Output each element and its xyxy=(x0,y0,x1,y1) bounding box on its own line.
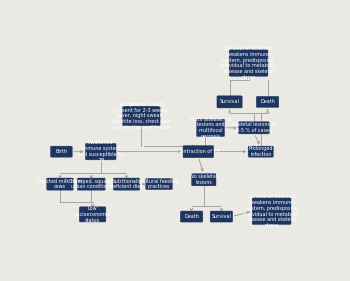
Text: Infected milk from
cows: Infected milk from cows xyxy=(37,179,83,189)
FancyBboxPatch shape xyxy=(256,96,279,107)
Text: Cramped, squalid,
urban conditions: Cramped, squalid, urban conditions xyxy=(69,179,114,189)
Text: Contraction of TB: Contraction of TB xyxy=(177,149,220,154)
FancyBboxPatch shape xyxy=(229,50,268,76)
Text: Weakened
immune system
and susceptible to
TB: Weakened immune system and susceptible t… xyxy=(78,140,123,163)
Text: Nutritionally
deficient diet: Nutritionally deficient diet xyxy=(110,179,143,189)
Text: Symptoms: Cough
present for 2-3 weeks,
fever, night sweats,
appetite loss, chest: Symptoms: Cough present for 2-3 weeks, f… xyxy=(111,102,172,130)
FancyBboxPatch shape xyxy=(191,174,216,186)
FancyBboxPatch shape xyxy=(252,198,291,225)
Text: Survival: Survival xyxy=(219,99,239,104)
FancyBboxPatch shape xyxy=(210,211,233,222)
FancyBboxPatch shape xyxy=(85,143,116,160)
Text: Low
socioeconomic
status: Low socioeconomic status xyxy=(75,206,111,223)
Text: Birth: Birth xyxy=(55,149,68,154)
FancyBboxPatch shape xyxy=(146,179,172,190)
FancyBboxPatch shape xyxy=(248,146,273,157)
FancyBboxPatch shape xyxy=(79,207,106,222)
Text: Survival of infection
weakens immune
system, predisposing
individual to metaboli: Survival of infection weakens immune sys… xyxy=(220,46,276,80)
FancyBboxPatch shape xyxy=(123,106,160,126)
Text: No skeletal
lesions: No skeletal lesions xyxy=(190,175,217,185)
FancyBboxPatch shape xyxy=(77,178,105,190)
FancyBboxPatch shape xyxy=(50,146,72,157)
Text: Death: Death xyxy=(184,214,199,219)
Text: Potts disease, rib
lesions and
multifocal
necrosis: Potts disease, rib lesions and multifoca… xyxy=(190,117,231,139)
Text: Cultural feeding
practices: Cultural feeding practices xyxy=(139,179,179,189)
Text: Survival: Survival xyxy=(211,214,231,219)
FancyBboxPatch shape xyxy=(183,146,214,158)
Text: Death: Death xyxy=(260,99,275,104)
FancyBboxPatch shape xyxy=(113,178,140,190)
FancyBboxPatch shape xyxy=(47,178,73,190)
Text: Skeletal lesions in
3-5 % of cases: Skeletal lesions in 3-5 % of cases xyxy=(232,123,276,133)
Text: Survival of infection
weakens immune
system, predisposing
individual to metaboli: Survival of infection weakens immune sys… xyxy=(244,194,300,228)
FancyBboxPatch shape xyxy=(197,119,225,137)
Text: Prolonged
infection: Prolonged infection xyxy=(248,146,273,157)
FancyBboxPatch shape xyxy=(180,211,203,222)
FancyBboxPatch shape xyxy=(217,96,242,108)
FancyBboxPatch shape xyxy=(239,122,269,134)
